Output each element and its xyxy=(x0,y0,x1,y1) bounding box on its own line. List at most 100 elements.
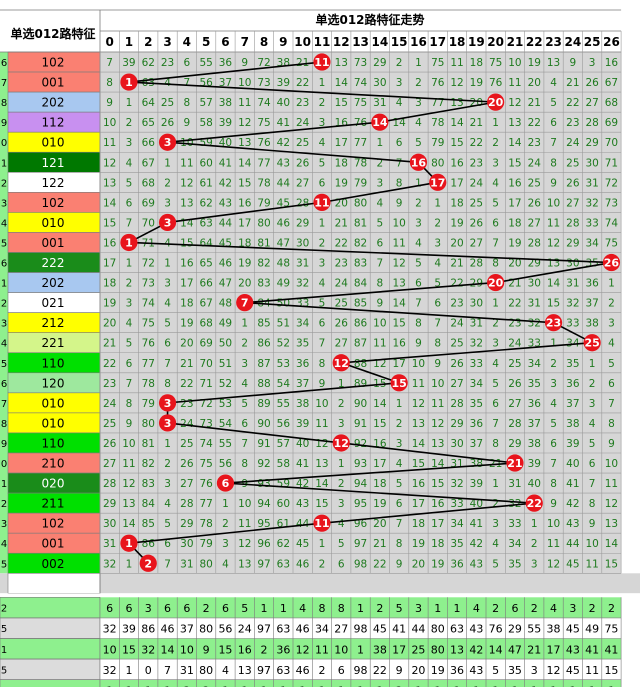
cell-value: 58 xyxy=(277,458,290,470)
cell-value: 4 xyxy=(377,197,384,209)
cell-value: 64 xyxy=(142,97,156,109)
hit-balls: 1112014316171131262072325121533122162211… xyxy=(120,53,621,572)
cell-value: 36 xyxy=(470,418,484,430)
index-bg xyxy=(0,52,8,574)
cell-value: 9 xyxy=(415,338,422,350)
stats-value: 10 xyxy=(180,643,194,656)
stats-value: 32 xyxy=(103,623,117,636)
cell-value: 25 xyxy=(161,97,174,109)
cell-value: 8 xyxy=(106,77,113,89)
feature-label: 222 xyxy=(42,256,65,270)
cell-value: 51 xyxy=(219,358,232,370)
cell-value: 90 xyxy=(257,418,270,430)
hit-ball-label: 16 xyxy=(411,156,427,169)
cell-value: 32 xyxy=(470,338,483,350)
cell-value: 6 xyxy=(126,197,133,209)
cell-value: 4 xyxy=(492,358,499,370)
hit-ball-label: 26 xyxy=(604,257,620,270)
index-label: 6 xyxy=(1,379,7,390)
cell-value: 39 xyxy=(296,418,309,430)
index-label: 3 xyxy=(1,319,7,330)
hit-ball-label: 3 xyxy=(164,136,172,149)
cell-value: 24 xyxy=(180,418,194,430)
stats-value: 63 xyxy=(276,664,290,677)
cell-value: 4 xyxy=(126,157,133,169)
cell-value: 47 xyxy=(277,237,290,249)
stats-value: 55 xyxy=(527,623,541,636)
hit-ball xyxy=(371,113,389,131)
cell-value: 83 xyxy=(257,278,270,290)
cell-value: 23 xyxy=(470,157,483,169)
cell-value: 14 xyxy=(373,398,387,410)
cell-value: 16 xyxy=(103,237,117,249)
cell-value: 3 xyxy=(222,538,229,550)
cell-value: 1 xyxy=(241,318,248,330)
cell-value: 42 xyxy=(470,538,483,550)
column-header: 17 xyxy=(429,35,446,49)
cell-value: 60 xyxy=(199,157,212,169)
cell-value: 22 xyxy=(296,77,309,89)
cell-value: 81 xyxy=(142,438,155,450)
cell-value: 28 xyxy=(508,418,521,430)
cell-value: 3 xyxy=(126,298,133,310)
cell-value: 28 xyxy=(180,498,193,510)
cell-value: 40 xyxy=(528,478,541,490)
cell-value: 37 xyxy=(528,418,541,430)
stats-label-cell xyxy=(0,638,101,660)
cell-value: 34 xyxy=(450,518,464,530)
column-header: 3 xyxy=(163,35,171,49)
cell-value: 1 xyxy=(126,558,133,570)
cell-value: 6 xyxy=(396,498,403,510)
cell-value: 6 xyxy=(608,378,615,390)
trend-segment xyxy=(340,362,400,384)
cell-value: 1 xyxy=(319,538,326,550)
stats-value: 12 xyxy=(547,664,561,677)
cell-value: 76 xyxy=(354,117,368,129)
cell-value: 76 xyxy=(489,77,503,89)
cell-value: 35 xyxy=(296,338,309,350)
cell-value: 81 xyxy=(354,217,367,229)
cell-value: 91 xyxy=(354,418,367,430)
cell-value: 12 xyxy=(122,478,135,490)
cell-value: 3 xyxy=(492,157,499,169)
feature-label: 110 xyxy=(42,356,65,370)
stats-value: 13 xyxy=(450,643,464,656)
cell-value: 9 xyxy=(570,57,577,69)
stats-value: 36 xyxy=(276,643,290,656)
cell-value: 16 xyxy=(335,117,349,129)
cell-value: 3 xyxy=(434,237,441,249)
stats-row-bg xyxy=(100,659,622,680)
cell-value: 6 xyxy=(164,538,171,550)
cell-value: 13 xyxy=(508,117,521,129)
cell-value: 33 xyxy=(585,217,598,229)
hit-ball-label: 11 xyxy=(314,517,329,530)
cell-value: 62 xyxy=(199,197,212,209)
cell-value: 1 xyxy=(164,438,171,450)
hit-ball xyxy=(158,394,177,412)
cell-value: 22 xyxy=(528,117,541,129)
cell-value: 10 xyxy=(238,77,251,89)
cell-value: 3 xyxy=(338,418,345,430)
index-label: 5 xyxy=(1,238,7,249)
cell-value: 2 xyxy=(396,57,403,69)
cell-value: 15 xyxy=(547,298,560,310)
cell-value: 31 xyxy=(508,478,521,490)
cell-value: 10 xyxy=(238,498,251,510)
hit-ball xyxy=(313,193,331,211)
hit-ball xyxy=(158,414,177,432)
cell-value: 14 xyxy=(508,137,522,149)
cell-value: 21 xyxy=(373,538,386,550)
cell-value: 49 xyxy=(277,278,290,290)
cell-value: 1 xyxy=(415,57,422,69)
stats-value: 63 xyxy=(276,623,290,636)
stats-value: 2 xyxy=(261,643,268,656)
hit-ball-label: 21 xyxy=(507,457,522,470)
column-header: 26 xyxy=(603,35,620,49)
cell-value: 1 xyxy=(164,258,171,270)
stats-value: 1 xyxy=(473,685,480,687)
hit-ball xyxy=(216,474,235,492)
cell-value: 1 xyxy=(377,137,384,149)
stats-gap xyxy=(0,593,640,598)
cell-value: 25 xyxy=(470,197,483,209)
